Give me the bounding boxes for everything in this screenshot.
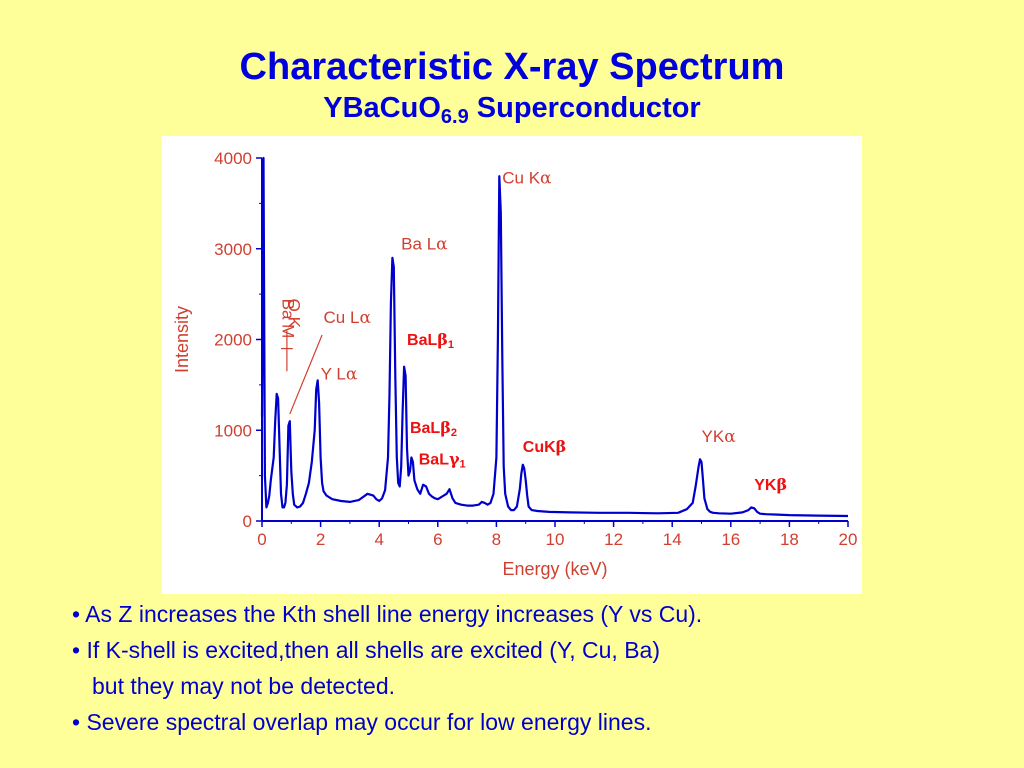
peak-label: BaLβ1	[407, 330, 454, 351]
x-tick-label: 2	[316, 530, 325, 549]
y-tick-label: 2000	[214, 331, 252, 350]
bullet-item-1: • As Z increases the Kth shell line ener…	[72, 601, 703, 627]
x-tick-label: 12	[604, 530, 623, 549]
peak-label: YKβ	[754, 475, 787, 494]
x-tick-label: 16	[721, 530, 740, 549]
x-tick-label: 10	[546, 530, 565, 549]
slide-title: Characteristic X-ray Spectrum	[239, 46, 785, 88]
y-tick-label: 0	[243, 512, 252, 531]
x-tick-label: 20	[839, 530, 858, 549]
bullet-item-2: • If K-shell is excited,then all shells …	[72, 637, 661, 663]
y-tick-label: 3000	[214, 240, 252, 259]
peak-label: Y Lα	[321, 364, 358, 384]
slide-subtitle: YBaCuO6.9 Superconductor	[0, 90, 1024, 135]
peak-label: BaLγ1	[419, 450, 466, 471]
x-axis-label: Energy (keV)	[502, 559, 607, 579]
peak-label: Ba Lα	[401, 235, 448, 255]
subtitle-formula: YBaCuO	[323, 92, 441, 124]
bullet-item-3: • Severe spectral overlap may occur for …	[72, 709, 652, 735]
cu-l-pointer-line	[289, 334, 323, 415]
peak-label: Cu Lα	[324, 308, 372, 328]
x-tick-label: 14	[663, 530, 682, 549]
spectrum-chart-panel: 0 2 4 6 8 10 12 14 16 18 20 0 1000 2000 3000 4000 Energy…	[162, 136, 862, 594]
x-tick-label: 4	[374, 530, 383, 549]
peak-label: Ba M	[279, 299, 298, 339]
peak-label: Cu Kα	[502, 168, 552, 188]
y-tick-label: 4000	[214, 149, 252, 168]
subtitle-suffix: Superconductor	[476, 92, 701, 124]
peak-label: YKα	[702, 427, 737, 447]
bullet-item-2-continued: but they may not be detected.	[92, 673, 396, 699]
peak-label: CuKβ	[523, 437, 567, 456]
x-tick-label: 6	[433, 530, 442, 549]
x-tick-label: 0	[257, 530, 266, 549]
y-axis-label: Intensity	[172, 306, 192, 373]
y-tick-label: 1000	[214, 421, 252, 440]
peak-label: BaLβ2	[410, 418, 457, 439]
spectrum-series-line	[260, 156, 849, 518]
peak-label: O K	[284, 299, 303, 329]
bullet-list: • As Z increases the Kth shell line ener…	[72, 596, 1002, 740]
x-tick-label: 8	[492, 530, 501, 549]
x-tick-label: 18	[780, 530, 799, 549]
spectrum-chart: 0 2 4 6 8 10 12 14 16 18 20 0 1000 2000 3000 4000 Energy…	[172, 149, 858, 579]
subtitle-formula-subscript: 6.9	[440, 106, 469, 128]
